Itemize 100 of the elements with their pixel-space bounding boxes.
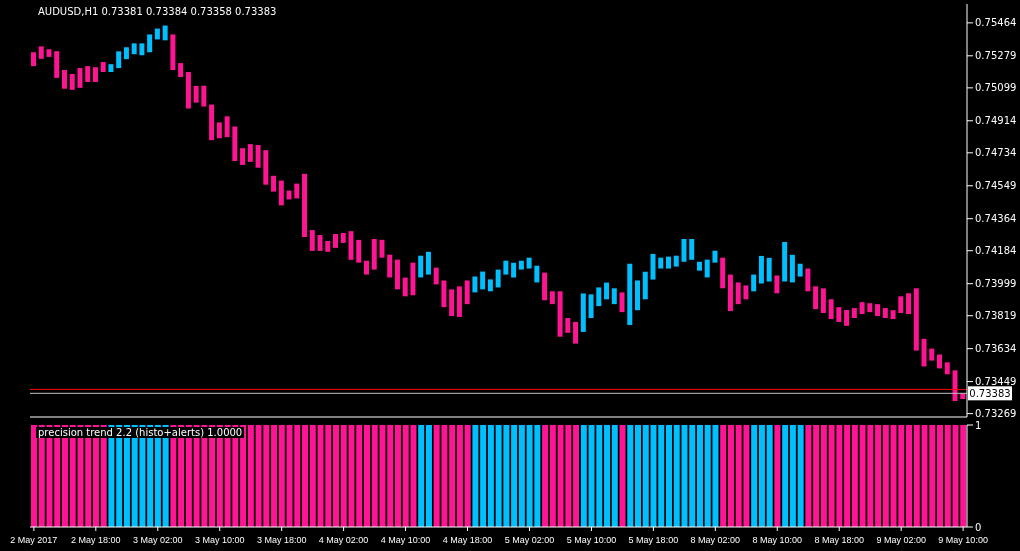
y-tick-label: 0.73999 (975, 278, 1017, 290)
bar (720, 257, 726, 289)
bar (813, 286, 819, 310)
bar (178, 63, 184, 77)
bar (673, 255, 679, 267)
x-tick-label: 4 May 18:00 (442, 535, 493, 545)
bar (859, 302, 865, 315)
bar (758, 255, 764, 284)
bar (704, 259, 710, 278)
bar (929, 348, 935, 361)
bar (410, 262, 416, 296)
bar (565, 318, 571, 333)
x-tick-label: 9 May 10:00 (938, 535, 988, 545)
x-tick-label: 2 May 2017 (10, 535, 58, 545)
bar (604, 282, 610, 300)
bar (131, 43, 137, 55)
y-tick-label: 0.74549 (975, 180, 1017, 192)
bar (387, 254, 393, 278)
bar (743, 285, 749, 300)
bar (147, 34, 153, 53)
bar (348, 231, 354, 260)
y-tick-label: 0.73269 (975, 408, 1017, 420)
bar (271, 175, 277, 192)
bar (54, 51, 60, 78)
bar (162, 25, 168, 41)
bar (402, 277, 408, 297)
bar (418, 255, 424, 278)
bar (944, 362, 950, 375)
bar (518, 260, 524, 270)
bar (820, 288, 826, 314)
bar (611, 288, 617, 305)
bar (766, 257, 772, 282)
bar (511, 262, 517, 278)
bar (898, 296, 904, 314)
bar (449, 289, 455, 317)
y-tick-label: 0.73819 (975, 310, 1017, 322)
x-tick-label: 8 May 18:00 (814, 535, 864, 545)
bar (85, 66, 91, 82)
x-tick-label: 5 May 18:00 (628, 535, 679, 545)
bar (116, 51, 122, 69)
bar (317, 235, 323, 251)
bar (557, 291, 563, 337)
bar (472, 276, 478, 293)
bar (480, 271, 486, 290)
bar (921, 338, 927, 367)
y-tick-label: 1 (975, 419, 982, 431)
bar (363, 260, 369, 275)
bar (534, 265, 540, 283)
chart-title: precision trend 2.2 (histo+alerts) 1.0000 (36, 427, 245, 438)
bar (573, 321, 579, 344)
bar (727, 274, 733, 312)
bar (658, 257, 664, 269)
bar (216, 122, 222, 139)
bar (890, 310, 896, 320)
bar (789, 254, 795, 283)
bar (913, 288, 919, 351)
bar (61, 70, 67, 89)
bar (805, 268, 811, 292)
bar (433, 267, 439, 285)
y-tick-label: 0.75279 (975, 50, 1017, 62)
bar (542, 272, 548, 301)
bar (665, 256, 671, 269)
bar (209, 104, 215, 141)
bar (278, 180, 284, 206)
bar (503, 260, 509, 275)
x-tick-label: 9 May 02:00 (876, 535, 926, 545)
bar (735, 282, 741, 305)
x-tick-label: 4 May 10:00 (380, 535, 431, 545)
bar (325, 240, 331, 252)
bar (340, 232, 346, 243)
bar (751, 274, 757, 292)
bar (712, 250, 718, 263)
bar (294, 183, 300, 199)
bar (108, 64, 114, 72)
bar (851, 308, 857, 319)
bar (100, 62, 106, 72)
bar (425, 251, 431, 275)
bar (92, 67, 98, 82)
y-tick-label: 0.75099 (975, 82, 1017, 94)
bar (379, 239, 385, 258)
bar (782, 242, 788, 282)
bar (333, 234, 339, 248)
ref-line-label: 0.73383 (969, 388, 1011, 400)
bar (371, 238, 377, 270)
y-tick-label: 0.75464 (975, 17, 1017, 29)
bar (240, 148, 246, 165)
bar (38, 46, 44, 59)
y-tick-label: 0.74914 (975, 115, 1017, 127)
bar (170, 34, 176, 71)
bar (681, 238, 687, 262)
y-tick-label: 0 (975, 521, 982, 533)
bar (875, 304, 881, 317)
bar (255, 144, 261, 168)
bar (580, 293, 586, 332)
bar (495, 269, 501, 288)
bar (394, 259, 400, 290)
bar (154, 28, 160, 40)
x-tick-label: 3 May 18:00 (256, 535, 307, 545)
bar (906, 293, 912, 315)
bar (588, 294, 594, 319)
